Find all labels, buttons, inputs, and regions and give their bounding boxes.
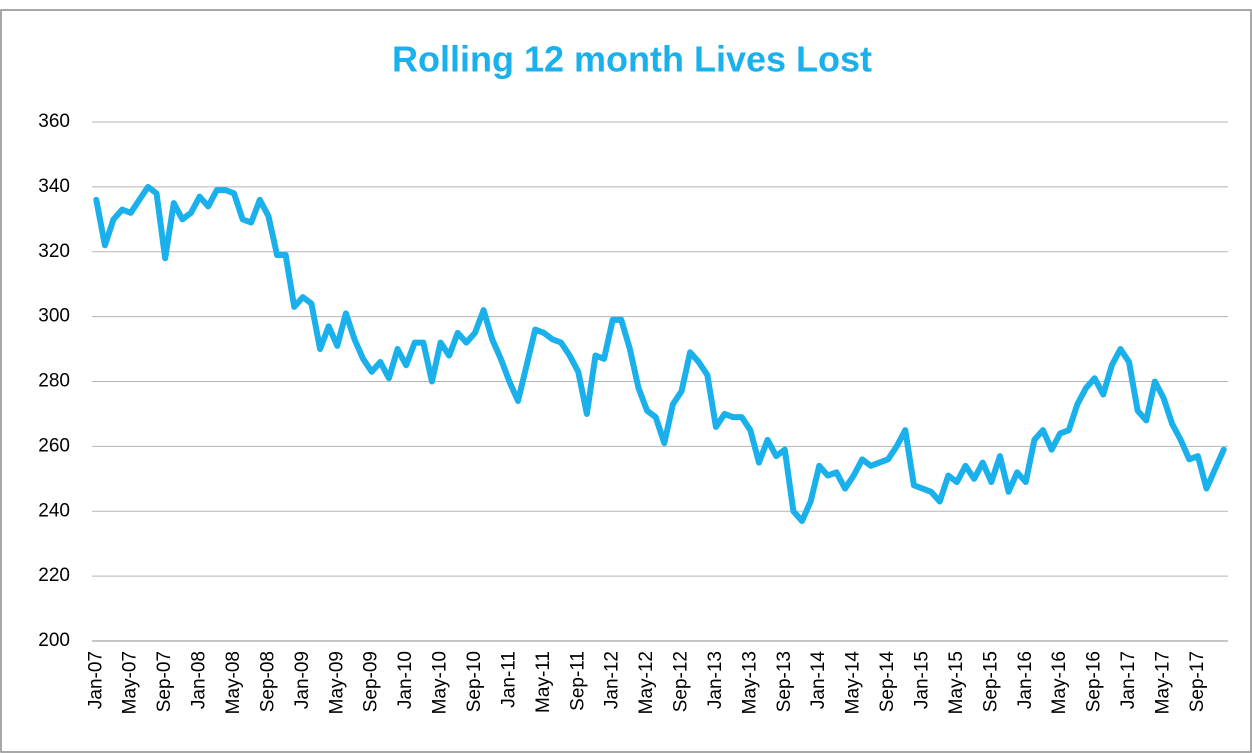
x-tick-label: Sep-15 [980, 651, 1001, 712]
x-tick-label: Sep-10 [464, 651, 485, 712]
x-tick-label: May-12 [636, 651, 657, 714]
x-tick-label: Sep-13 [774, 651, 795, 712]
x-tick-label: Sep-11 [567, 651, 588, 711]
x-tick-label: May-11 [533, 651, 554, 713]
x-tick-label: Jan-10 [395, 651, 416, 709]
x-tick-label: Sep-09 [361, 651, 382, 712]
x-tick-label: May-15 [946, 651, 967, 714]
x-tick-label: Jan-09 [292, 651, 313, 709]
y-tick-label: 320 [38, 241, 70, 262]
y-tick-label: 360 [38, 111, 70, 132]
x-tick-label: Sep-14 [877, 651, 898, 713]
x-tick-label: Jan-12 [602, 651, 623, 709]
y-tick-label: 280 [38, 371, 70, 392]
x-tick-label: Sep-08 [257, 651, 278, 712]
x-tick-label: Jan-08 [189, 651, 210, 709]
chart-title: Rolling 12 month Lives Lost [392, 39, 872, 80]
x-tick-label: Jan-13 [705, 651, 726, 709]
x-tick-label: May-13 [739, 651, 760, 714]
y-tick-label: 220 [38, 565, 70, 586]
x-tick-label: May-17 [1152, 651, 1173, 714]
x-tick-label: May-16 [1049, 651, 1070, 714]
x-tick-label: Jan-15 [912, 651, 933, 709]
x-tick-label: Sep-16 [1084, 651, 1105, 712]
x-tick-label: May-10 [430, 651, 451, 714]
x-tick-label: Jan-16 [1015, 651, 1036, 709]
data-line [93, 183, 1227, 524]
x-tick-label: Sep-07 [154, 651, 175, 712]
y-tick-label: 300 [38, 306, 70, 327]
y-tick-label: 200 [38, 630, 70, 651]
x-tick-label: May-07 [120, 651, 141, 714]
x-tick-label: May-09 [326, 651, 347, 714]
y-tick-label: 340 [38, 176, 70, 197]
x-tick-label: Jan-14 [808, 651, 829, 710]
x-tick-label: Jan-11 [498, 651, 519, 708]
x-tick-label: May-14 [843, 651, 864, 715]
y-tick-label: 260 [38, 435, 70, 456]
x-tick-label: Jan-07 [85, 651, 106, 709]
y-tick-label: 240 [38, 500, 70, 521]
x-tick-label: Sep-12 [671, 651, 692, 712]
x-tick-label: Sep-17 [1187, 651, 1208, 712]
x-tick-label: May-08 [223, 651, 244, 714]
x-tick-label: Jan-17 [1118, 651, 1139, 709]
